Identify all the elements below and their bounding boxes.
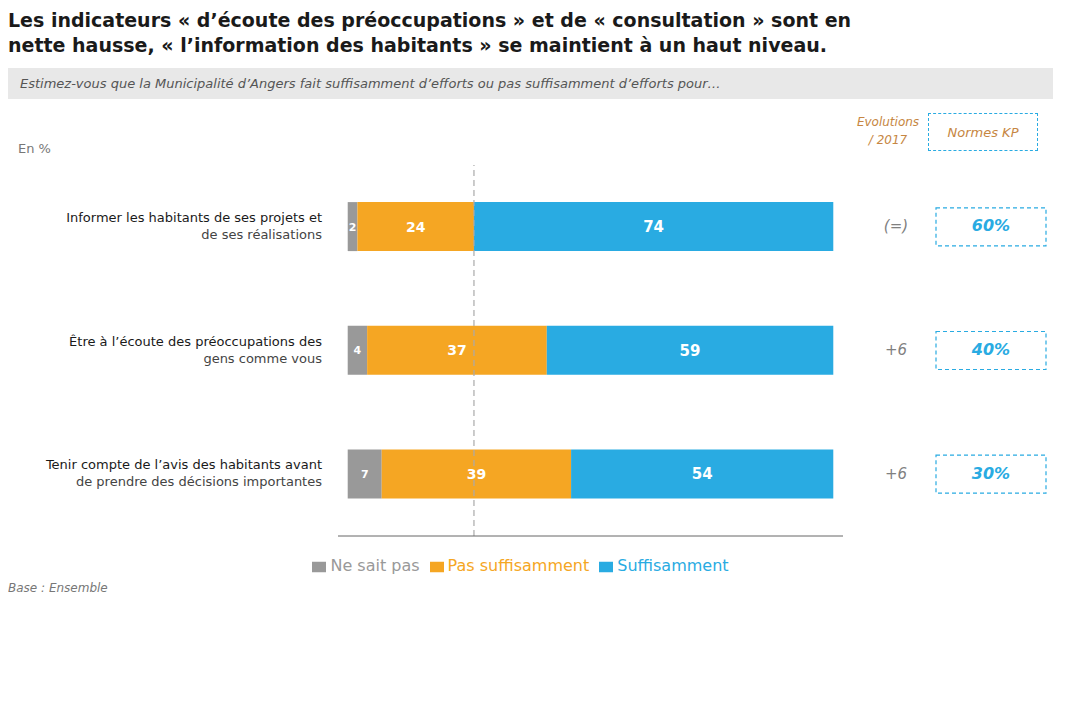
svg-text:7: 7 (361, 468, 369, 481)
svg-text:60%: 60% (972, 216, 1010, 235)
html-text:Estimez-vous que la Municipali: Estimez-vous que la Municipalité d’Anger… (20, 76, 721, 91)
html-text:Ne sait pas: Ne sait pas (330, 556, 420, 575)
svg-text:4: 4 (354, 344, 362, 357)
svg-text:54: 54 (692, 465, 713, 483)
svg-text:59: 59 (680, 342, 701, 360)
html-text:En %: En % (18, 141, 51, 156)
svg-text:Informer les habitants de ses: Informer les habitants de ses projets et (66, 210, 322, 225)
svg-text:74: 74 (643, 218, 664, 236)
svg-text:2: 2 (349, 221, 357, 234)
html-text:Evolutions: Evolutions (856, 115, 920, 129)
html-text:Suffisamment: Suffisamment (617, 556, 729, 575)
svg-text:24: 24 (406, 219, 426, 235)
svg-text:30%: 30% (972, 464, 1010, 483)
html-text:Les indicateurs « d’écoute des: Les indicateurs « d’écoute des préoccupa… (8, 9, 852, 56)
svg-text:gens comme vous: gens comme vous (203, 351, 322, 366)
html-text:Pas suffisamment: Pas suffisamment (447, 556, 590, 575)
svg-text:de ses réalisations: de ses réalisations (201, 227, 322, 242)
svg-text:(=): (=) (884, 217, 908, 235)
html-text:Base : Ensemble: Base : Ensemble (8, 581, 108, 595)
svg-text:Tenir compte de l’avis des hab: Tenir compte de l’avis des habitants ava… (45, 457, 322, 472)
svg-text:39: 39 (467, 466, 486, 482)
svg-text:+6: +6 (885, 341, 907, 359)
svg-text:37: 37 (447, 342, 466, 358)
svg-text:de prendre des décisions impor: de prendre des décisions importantes (76, 474, 322, 489)
html-text:/ 2017: / 2017 (868, 133, 908, 147)
svg-text:+6: +6 (885, 465, 907, 483)
svg-text:40%: 40% (971, 340, 1010, 359)
svg-text:Être à l’écoute des préoccupat: Être à l’écoute des préoccupations des (69, 334, 322, 349)
html-text:Normes KP: Normes KP (947, 124, 1019, 140)
